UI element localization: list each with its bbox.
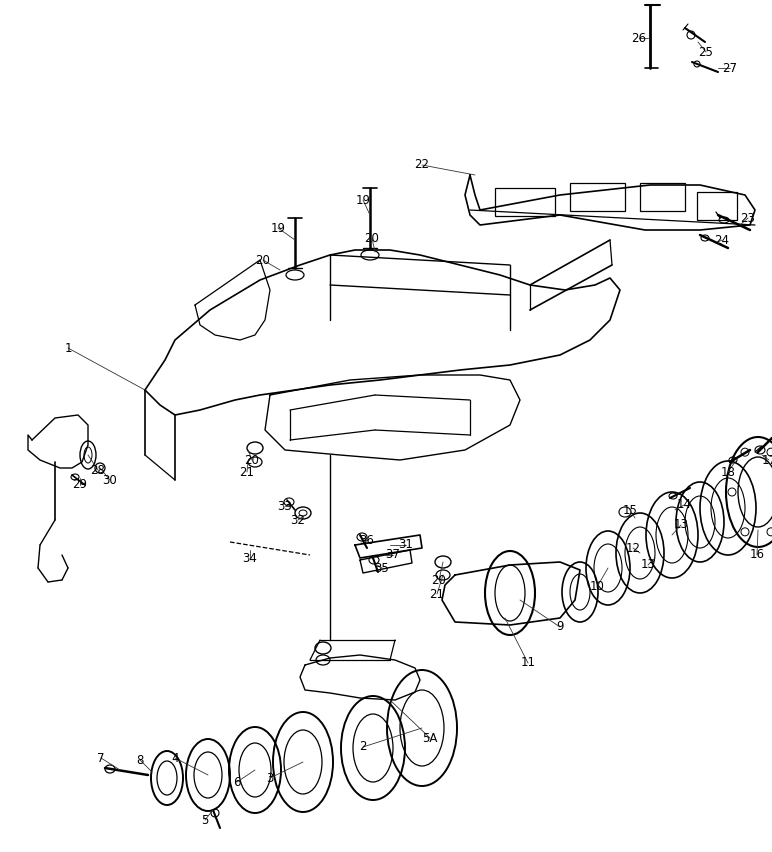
Text: 25: 25 <box>699 45 713 59</box>
Text: 37: 37 <box>385 549 401 561</box>
Text: 11: 11 <box>520 657 536 670</box>
Text: 29: 29 <box>73 479 87 492</box>
Text: 14: 14 <box>676 498 692 511</box>
Text: 30: 30 <box>103 474 117 486</box>
Bar <box>570 183 625 211</box>
Text: 28: 28 <box>90 463 106 476</box>
Text: 10: 10 <box>590 580 604 594</box>
Text: 8: 8 <box>137 753 144 767</box>
Text: 13: 13 <box>673 519 689 532</box>
Text: 16: 16 <box>750 549 764 561</box>
Text: 17: 17 <box>761 453 772 467</box>
Text: 20: 20 <box>256 254 270 267</box>
Text: 21: 21 <box>429 588 445 601</box>
Text: 20: 20 <box>364 232 379 245</box>
Text: 12: 12 <box>625 542 641 555</box>
Text: 3: 3 <box>266 772 274 785</box>
Text: 33: 33 <box>278 499 293 513</box>
Text: 22: 22 <box>415 158 429 171</box>
Text: 36: 36 <box>360 533 374 546</box>
Text: 15: 15 <box>622 504 638 516</box>
Text: 35: 35 <box>374 561 389 574</box>
Text: 21: 21 <box>239 465 255 479</box>
Text: 31: 31 <box>398 538 414 551</box>
Text: 20: 20 <box>432 573 446 586</box>
Text: 20: 20 <box>245 453 259 467</box>
Text: 1: 1 <box>64 342 72 354</box>
Text: 32: 32 <box>290 514 306 527</box>
Text: 6: 6 <box>233 775 241 788</box>
Text: 9: 9 <box>557 620 564 634</box>
Text: 26: 26 <box>631 32 646 44</box>
Text: 34: 34 <box>242 551 257 565</box>
Text: 19: 19 <box>355 193 371 206</box>
Text: 13: 13 <box>641 559 655 572</box>
Text: 27: 27 <box>723 61 737 74</box>
Text: 5A: 5A <box>422 732 438 745</box>
Text: 18: 18 <box>720 465 736 479</box>
Bar <box>495 188 555 216</box>
Text: 24: 24 <box>715 233 730 246</box>
Text: 2: 2 <box>359 740 367 753</box>
Text: 19: 19 <box>270 222 286 234</box>
Text: 7: 7 <box>97 751 105 764</box>
Text: 23: 23 <box>740 211 756 224</box>
Text: 5: 5 <box>201 814 208 826</box>
Text: 4: 4 <box>171 751 179 764</box>
Bar <box>697 192 737 220</box>
Bar <box>640 183 685 211</box>
